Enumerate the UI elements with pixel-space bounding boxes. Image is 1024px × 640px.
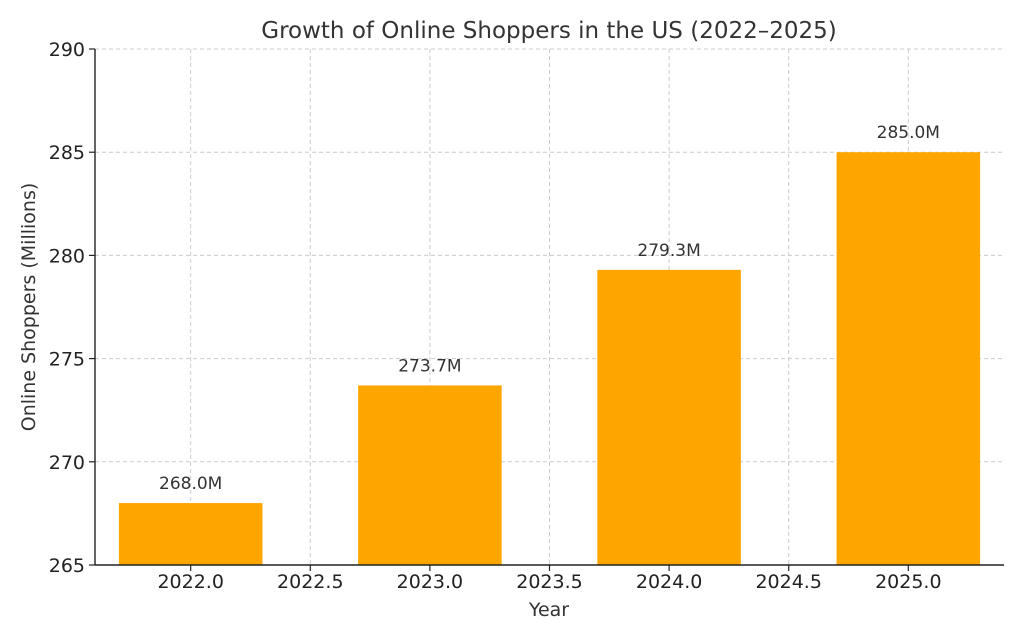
x-tick-label: 2025.0 xyxy=(875,571,941,593)
x-tick-label: 2023.0 xyxy=(397,571,463,593)
x-axis-label: Year xyxy=(528,599,569,621)
data-labels: 268.0M 273.7M 279.3M 285.0M xyxy=(159,123,940,494)
tick-labels: 265 270 275 280 285 290 2022.0 2022.5 2023.0 2023… xyxy=(49,39,942,593)
x-tick-label: 2022.5 xyxy=(277,571,343,593)
data-label-2025: 285.0M xyxy=(877,123,940,143)
y-tick-label: 270 xyxy=(49,452,85,474)
bar-2022 xyxy=(118,503,263,565)
x-tick-label: 2024.5 xyxy=(755,571,821,593)
y-tick-label: 275 xyxy=(49,349,85,371)
bars xyxy=(118,152,981,565)
data-label-2022: 268.0M xyxy=(159,474,222,494)
x-tick-label: 2022.0 xyxy=(157,571,223,593)
y-tick-label: 265 xyxy=(49,555,85,577)
bar-2024 xyxy=(597,269,741,565)
data-label-2023: 273.7M xyxy=(398,356,461,376)
y-tick-label: 280 xyxy=(49,245,85,267)
bar-2023 xyxy=(358,385,502,565)
x-tick-label: 2024.0 xyxy=(636,571,702,593)
y-tick-label: 285 xyxy=(49,142,85,164)
chart-title: Growth of Online Shoppers in the US (202… xyxy=(261,18,836,44)
x-tick-label: 2023.5 xyxy=(516,571,582,593)
y-axis-label: Online Shoppers (Millions) xyxy=(18,183,40,432)
bar-2025 xyxy=(836,152,981,565)
data-label-2024: 279.3M xyxy=(637,241,700,261)
y-tick-label: 290 xyxy=(49,39,85,61)
